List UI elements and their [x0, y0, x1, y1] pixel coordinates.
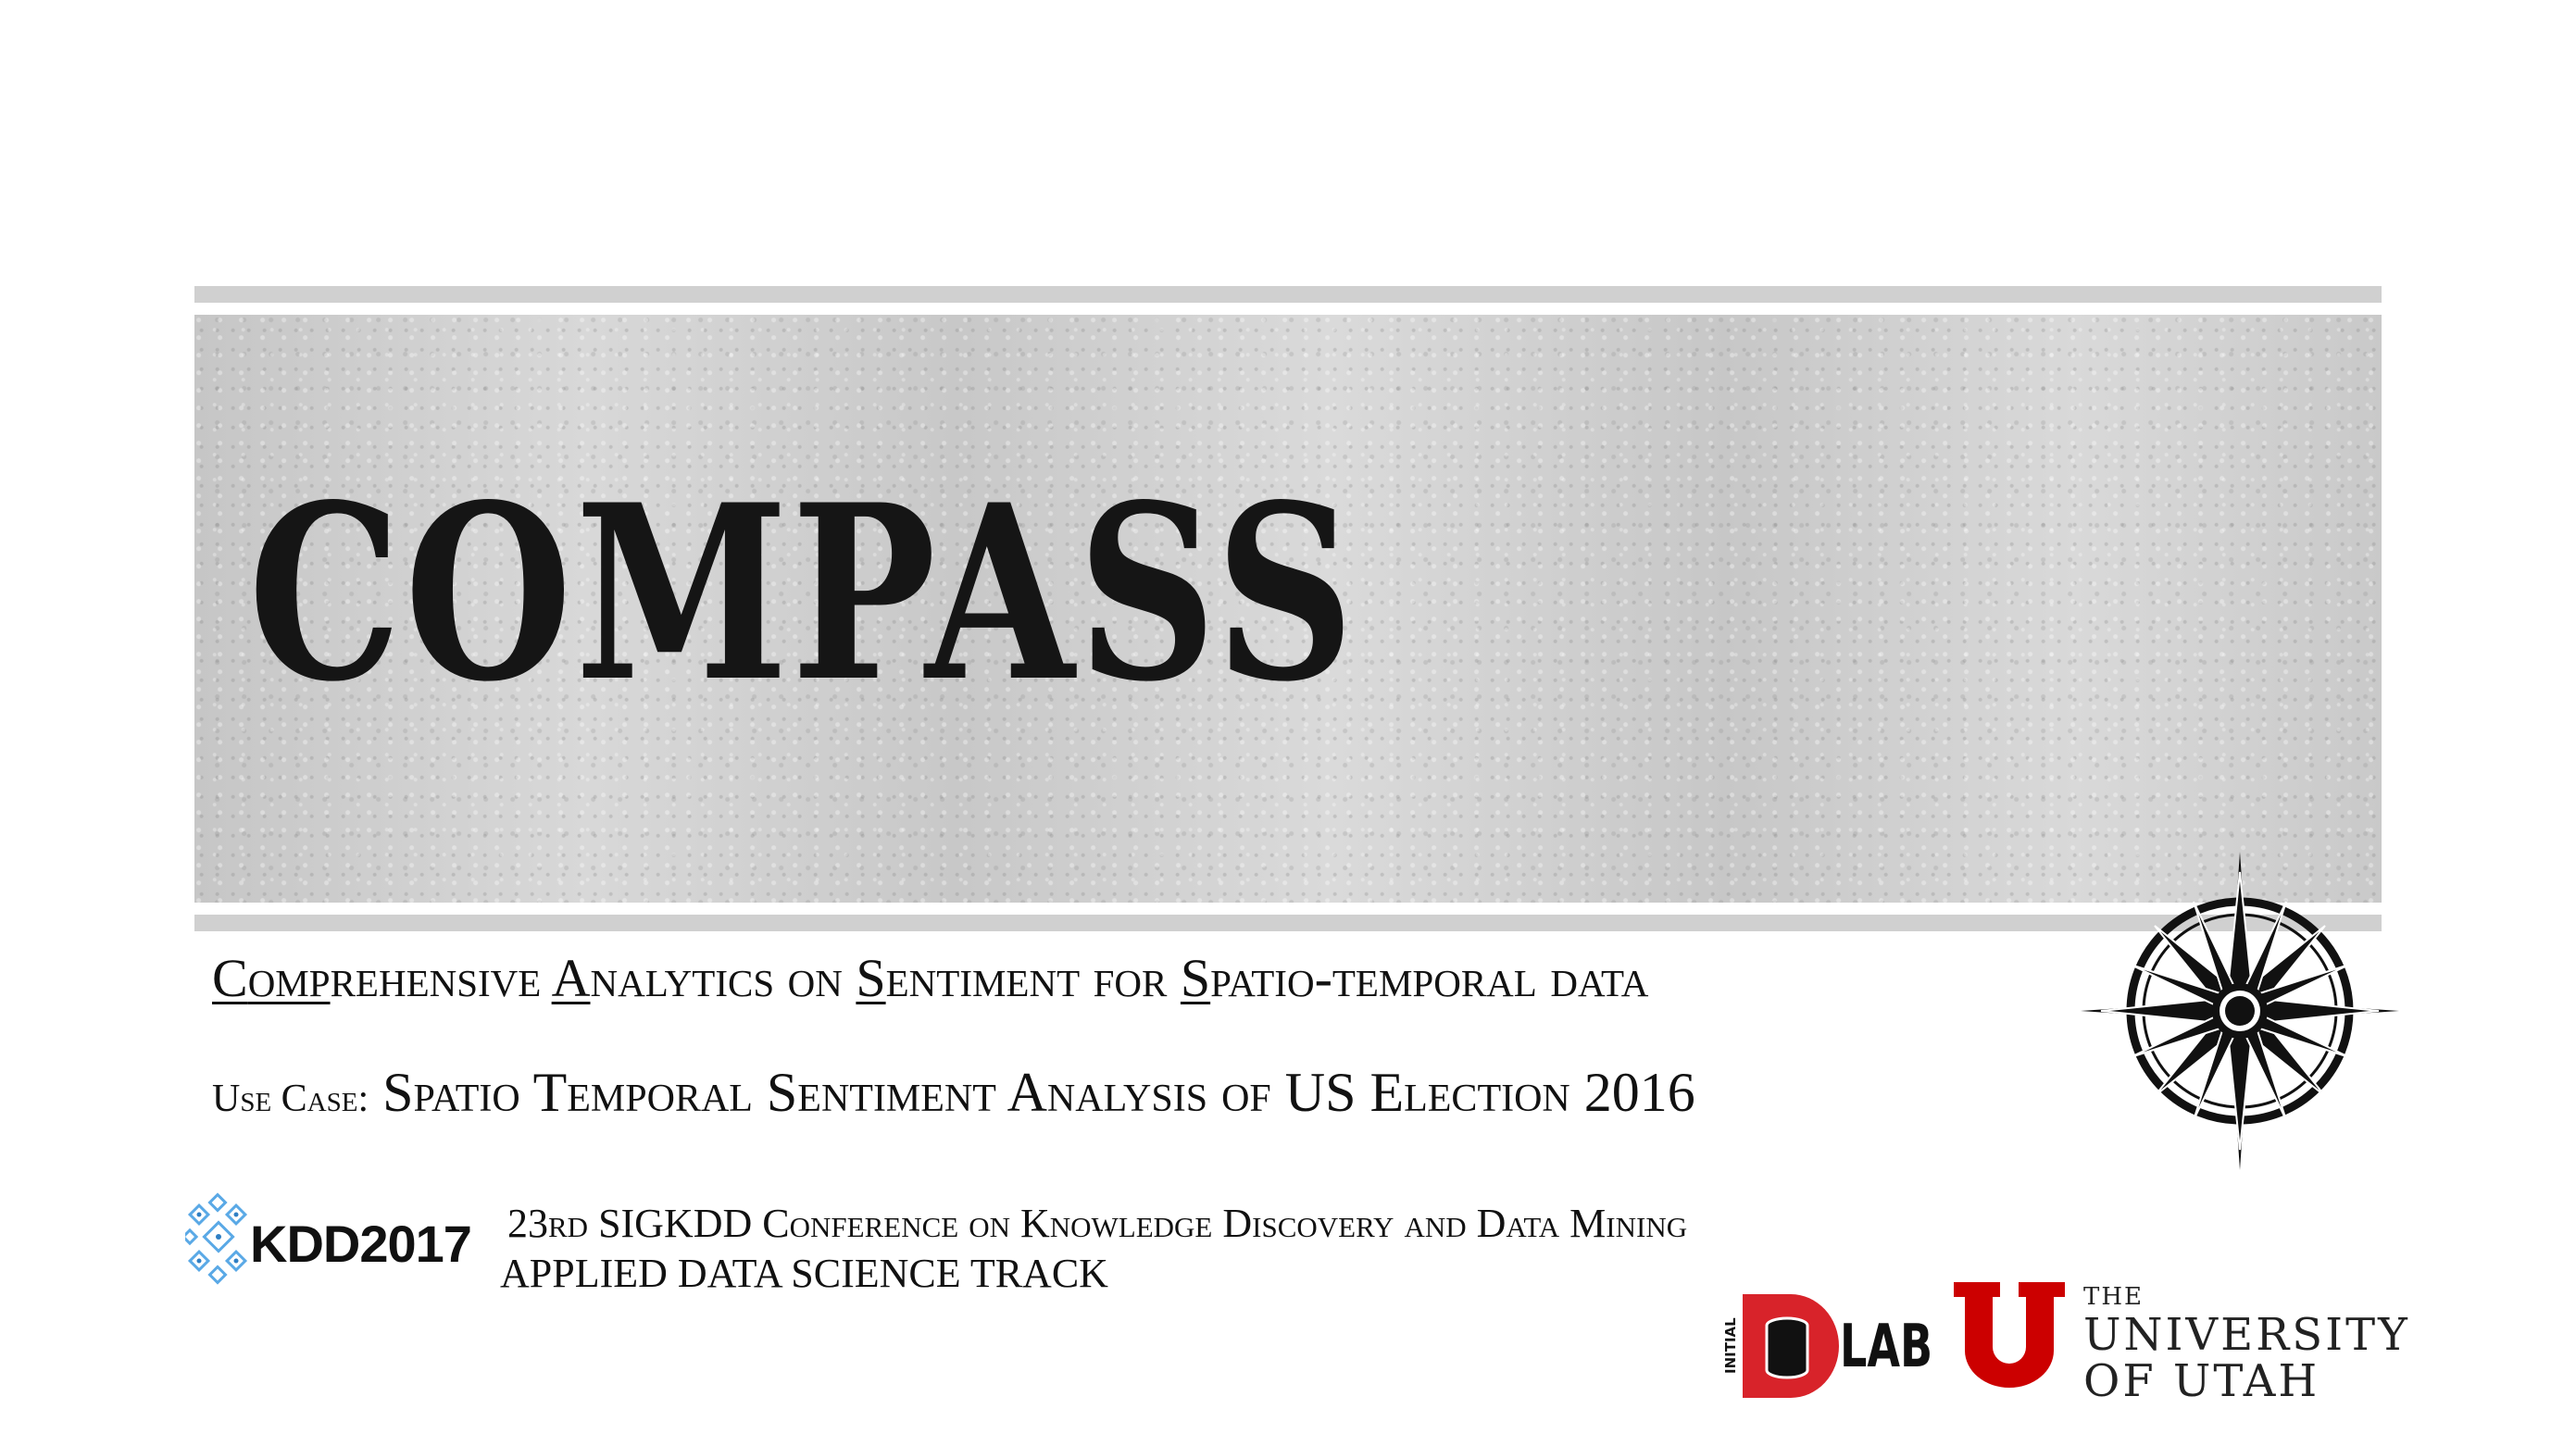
- slide-title: COMPASS: [248, 453, 1357, 735]
- subtitle-word-1-tail: rehensive: [330, 948, 552, 1008]
- subtitle-word-3-rest: entiment for: [885, 948, 1181, 1008]
- dlab-initial-text: INITIAL: [1722, 1317, 1739, 1375]
- title-banner: [194, 315, 2382, 903]
- use-case-text: Spatio Temporal Sentiment Analysis of US…: [382, 1062, 1695, 1123]
- subtitle-initial-c: C: [212, 948, 248, 1008]
- subtitle-initial-s1: S: [856, 948, 886, 1008]
- compass-rose-icon: [2081, 852, 2399, 1170]
- snowflake-logo-icon: [185, 1192, 248, 1285]
- conference-track: APPLIED DATA SCIENCE TRACK: [500, 1251, 1108, 1296]
- dlab-logo: INITIAL LAB: [1722, 1287, 1945, 1402]
- subtitle-underlined-omp: omp: [247, 948, 331, 1008]
- subtitle-word-2-rest: nalytics on: [590, 948, 857, 1008]
- database-icon: [1765, 1316, 1809, 1379]
- subtitle: Comprehensive Analytics on Sentiment for…: [212, 946, 1648, 1011]
- top-divider-band: [194, 286, 2382, 303]
- utah-of-utah: OF UTAH: [2083, 1355, 2320, 1407]
- dlab-lab-text: LAB: [1840, 1313, 1933, 1381]
- kdd2017-text: KDD2017: [250, 1215, 472, 1273]
- dlab-d-letter: [1743, 1294, 1839, 1398]
- university-of-utah-wordmark: THE UNIVERSITY OF UTAH: [2083, 1285, 2410, 1403]
- bottom-divider-band: [194, 915, 2382, 931]
- use-case-label: Use Case:: [212, 1078, 369, 1120]
- block-u-logo: [1954, 1282, 2065, 1388]
- use-case-line: Use Case: Spatio Temporal Sentiment Anal…: [212, 1060, 1695, 1131]
- conference-name: 23rd SIGKDD Conference on Knowledge Disc…: [507, 1201, 1688, 1246]
- subtitle-initial-a: A: [551, 948, 591, 1008]
- utah-the: THE: [2083, 1283, 2144, 1311]
- kdd2017-logo: KDD2017: [185, 1190, 481, 1301]
- subtitle-word-4-rest: patio-temporal data: [1210, 948, 1649, 1008]
- subtitle-initial-s2: S: [1180, 948, 1211, 1008]
- utah-university: UNIVERSITY: [2083, 1309, 2410, 1361]
